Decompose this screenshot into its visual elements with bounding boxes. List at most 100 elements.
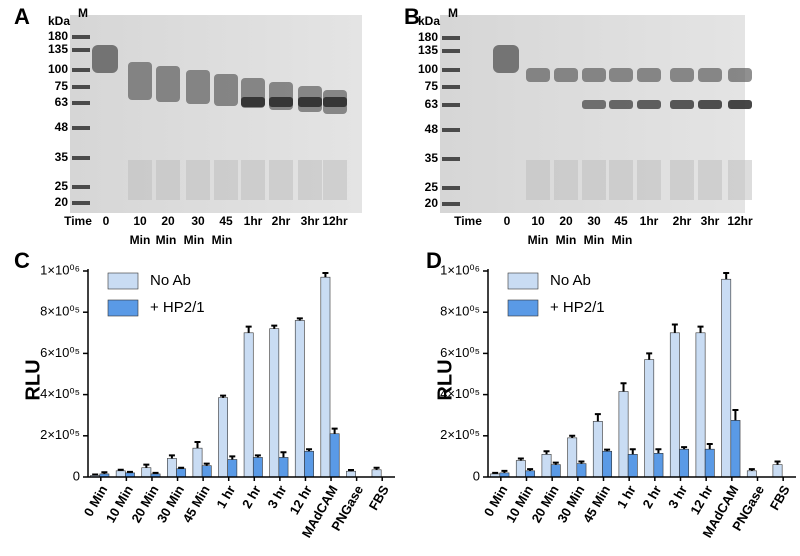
lane-label: 2hr <box>673 214 692 228</box>
smear <box>526 160 550 200</box>
bar <box>721 278 732 478</box>
lane-unit: Min <box>556 233 577 247</box>
band <box>728 68 752 82</box>
lane-label: 30 <box>587 214 601 228</box>
smear <box>269 160 293 200</box>
ladder-band <box>442 202 460 206</box>
ladder-band <box>72 68 90 72</box>
x-tick-label: 1 hr <box>213 483 238 511</box>
bar <box>141 467 152 478</box>
smear <box>241 160 265 200</box>
ladder-band <box>442 157 460 161</box>
error-bar <box>322 272 329 278</box>
x-tick-label: 3 hr <box>265 483 290 511</box>
ladder-band <box>72 35 90 39</box>
lane-unit: Min <box>212 233 233 247</box>
bar <box>644 359 655 478</box>
ladder-band <box>442 128 460 132</box>
band <box>493 45 519 73</box>
lane-unit: Min <box>612 233 633 247</box>
error-bar <box>501 469 508 473</box>
bar <box>592 421 603 478</box>
marker-size: 63 <box>55 95 69 109</box>
x-tick-label: 2 hr <box>639 483 664 511</box>
error-bar <box>706 443 713 450</box>
lane-label: 1hr <box>244 214 263 228</box>
y-tick-label: 8×10⁰⁵ <box>40 304 80 319</box>
ladder-band <box>442 68 460 72</box>
lane-label: 45 <box>219 214 233 228</box>
error-bar <box>306 448 313 452</box>
marker-size: 75 <box>55 79 69 93</box>
lane-unit: Min <box>130 233 151 247</box>
bar <box>746 470 757 478</box>
lane-label: 0 <box>103 214 110 228</box>
band <box>670 100 694 109</box>
bar <box>218 397 228 478</box>
y-tick-label: 0 <box>473 468 480 483</box>
bar <box>176 468 187 478</box>
legend-swatch <box>107 272 139 290</box>
lane-label: 45 <box>614 214 628 228</box>
band <box>582 68 606 82</box>
ladder-band <box>72 185 90 189</box>
smear <box>554 160 578 200</box>
error-bar <box>143 463 150 468</box>
unit-label: kDa <box>418 14 440 28</box>
y-tick-label: 1×10⁰⁶ <box>440 262 480 277</box>
band <box>582 100 606 109</box>
y-tick-label: 6×10⁰⁵ <box>440 345 480 360</box>
bar <box>304 450 314 478</box>
error-bar <box>271 324 278 329</box>
error-bar <box>594 413 601 422</box>
y-tick-label: 8×10⁰⁵ <box>440 304 480 319</box>
marker-size: 20 <box>55 195 69 209</box>
panel-label: A <box>14 4 30 29</box>
band <box>186 70 210 104</box>
y-axis-label: RLU <box>22 359 44 400</box>
panel-label: D <box>426 248 442 273</box>
error-bar <box>748 468 755 471</box>
ladder-band <box>442 36 460 40</box>
error-bar <box>543 450 550 455</box>
bar <box>371 469 382 478</box>
smear <box>582 160 606 200</box>
ladder-band <box>72 156 90 160</box>
bar <box>704 448 715 478</box>
marker-label: M <box>448 6 458 20</box>
bar <box>567 437 578 478</box>
error-bar <box>152 471 159 474</box>
ladder-band <box>442 186 460 190</box>
legend-label: No Ab <box>550 272 591 289</box>
lane-label: 20 <box>161 214 175 228</box>
smear <box>637 160 661 200</box>
error-bar <box>578 460 585 464</box>
lane-label: 3hr <box>301 214 320 228</box>
marker-size: 20 <box>425 196 439 210</box>
smear <box>214 160 238 200</box>
lane-label: 1hr <box>640 214 659 228</box>
error-bar <box>517 457 524 461</box>
marker-label: M <box>78 6 88 20</box>
error-bar <box>331 427 338 434</box>
lane-unit: Min <box>184 233 205 247</box>
bar <box>192 447 203 478</box>
marker-size: 180 <box>48 29 68 43</box>
error-bar <box>569 434 576 438</box>
lane-label: 12hr <box>727 214 753 228</box>
error-bar <box>552 461 559 465</box>
marker-size: 75 <box>425 79 439 93</box>
bar <box>167 458 177 478</box>
error-bar <box>697 325 704 333</box>
lane-label: 3hr <box>701 214 720 228</box>
smear <box>156 160 180 200</box>
x-tick-label: FBS <box>366 482 392 512</box>
ladder-band <box>442 49 460 53</box>
lane-unit: Min <box>528 233 549 247</box>
bar <box>576 463 587 478</box>
lane-label: 2hr <box>272 214 291 228</box>
band <box>554 68 578 82</box>
ladder-band <box>442 103 460 107</box>
marker-size: 63 <box>425 97 439 111</box>
error-bar <box>671 323 678 333</box>
